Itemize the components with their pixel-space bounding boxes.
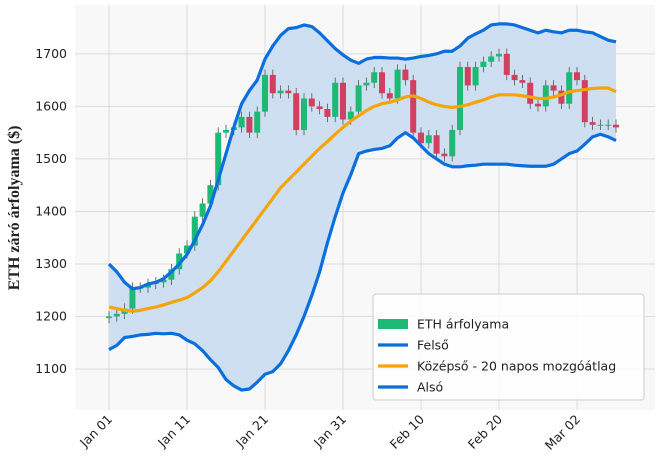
candle-body bbox=[488, 56, 495, 62]
legend-swatch bbox=[378, 319, 408, 329]
candle-body bbox=[207, 185, 214, 204]
candle-body bbox=[332, 82, 339, 117]
candle-body bbox=[168, 269, 175, 280]
candle-body bbox=[386, 93, 393, 99]
y-tick-label: 1500 bbox=[35, 151, 67, 166]
candle-body bbox=[184, 245, 190, 254]
x-tick-label: Mar 02 bbox=[542, 412, 583, 453]
y-axis-label: ETH záró árfolyama ($) bbox=[6, 126, 23, 291]
legend-label: ETH árfolyama bbox=[417, 317, 509, 332]
candle-body bbox=[262, 74, 268, 112]
candle-body bbox=[324, 109, 331, 117]
x-tick-label: Jan 11 bbox=[154, 412, 193, 451]
candle-body bbox=[496, 53, 502, 57]
candle-body bbox=[246, 116, 253, 133]
candle-body bbox=[542, 85, 549, 107]
y-tick-label: 1600 bbox=[35, 98, 67, 113]
y-tick-label: 1700 bbox=[35, 46, 67, 61]
band-line bbox=[108, 131, 617, 392]
x-tick-label: Jan 31 bbox=[310, 412, 349, 451]
x-tick-label: Jan 01 bbox=[76, 412, 115, 451]
candle-body bbox=[293, 93, 300, 131]
candle-body bbox=[113, 313, 120, 317]
candle-body bbox=[308, 98, 315, 107]
candle-body bbox=[199, 203, 206, 217]
y-tick-label: 1400 bbox=[35, 203, 67, 218]
band-line bbox=[107, 22, 617, 291]
candle-body bbox=[418, 132, 424, 144]
candle-body bbox=[394, 69, 401, 99]
candle-body bbox=[441, 153, 448, 157]
candle-body bbox=[574, 72, 580, 81]
candle-body bbox=[597, 124, 604, 126]
candle-body bbox=[223, 130, 229, 133]
candle-body bbox=[215, 132, 222, 186]
candle-body bbox=[371, 72, 378, 83]
candle-body bbox=[347, 111, 354, 120]
legend: ETH árfolyama Felső Középső - 20 napos moz… bbox=[372, 293, 645, 401]
candle-body bbox=[402, 69, 409, 81]
y-tick-label: 1100 bbox=[35, 361, 67, 376]
candle-body bbox=[589, 122, 596, 125]
candle-body bbox=[238, 116, 245, 128]
candle-body bbox=[379, 72, 385, 94]
candle-body bbox=[550, 85, 557, 91]
candle-body bbox=[340, 82, 346, 120]
candle-body bbox=[277, 90, 284, 94]
candle-body bbox=[511, 74, 518, 81]
candle-body bbox=[480, 61, 487, 67]
y-tick-label: 1300 bbox=[35, 256, 67, 271]
candle-body bbox=[519, 80, 526, 83]
band-area bbox=[109, 23, 616, 391]
candle-body bbox=[581, 80, 588, 123]
x-tick-label: Feb 20 bbox=[465, 411, 505, 451]
candle-body bbox=[566, 72, 573, 104]
candle-body bbox=[160, 279, 167, 283]
x-tick-label: Jan 21 bbox=[232, 412, 271, 451]
legend-label: Felső bbox=[417, 338, 449, 353]
candle-body bbox=[613, 124, 619, 128]
band-line bbox=[108, 86, 617, 313]
candle-body bbox=[363, 82, 370, 86]
candle-body bbox=[254, 111, 261, 133]
candle-body bbox=[527, 82, 534, 104]
candle-body bbox=[301, 98, 307, 131]
candle-body bbox=[129, 287, 136, 309]
candle-body bbox=[285, 90, 292, 94]
candle-body bbox=[535, 103, 541, 107]
candle-body bbox=[464, 66, 471, 86]
candle-body bbox=[106, 316, 112, 319]
candle-body bbox=[269, 74, 276, 94]
legend-label: Középső - 20 napos mozgóátlag bbox=[417, 359, 616, 374]
candle-body bbox=[355, 85, 362, 112]
legend-box bbox=[372, 293, 645, 401]
x-tick-label: Feb 10 bbox=[387, 411, 427, 451]
candle-body bbox=[176, 253, 183, 270]
candle-body bbox=[457, 66, 463, 131]
candle-body bbox=[425, 135, 432, 144]
candle-body bbox=[316, 106, 323, 110]
candle-body bbox=[558, 90, 565, 104]
y-tick-label: 1200 bbox=[35, 308, 67, 323]
candle-body bbox=[472, 66, 479, 86]
candle-body bbox=[433, 135, 440, 154]
candle-body bbox=[605, 124, 612, 126]
candle-body bbox=[191, 216, 198, 246]
legend-label: Alsó bbox=[417, 380, 443, 395]
candle-body bbox=[503, 53, 510, 75]
candle-body bbox=[145, 283, 151, 288]
candle-body bbox=[449, 130, 456, 157]
candle-body bbox=[410, 80, 417, 133]
